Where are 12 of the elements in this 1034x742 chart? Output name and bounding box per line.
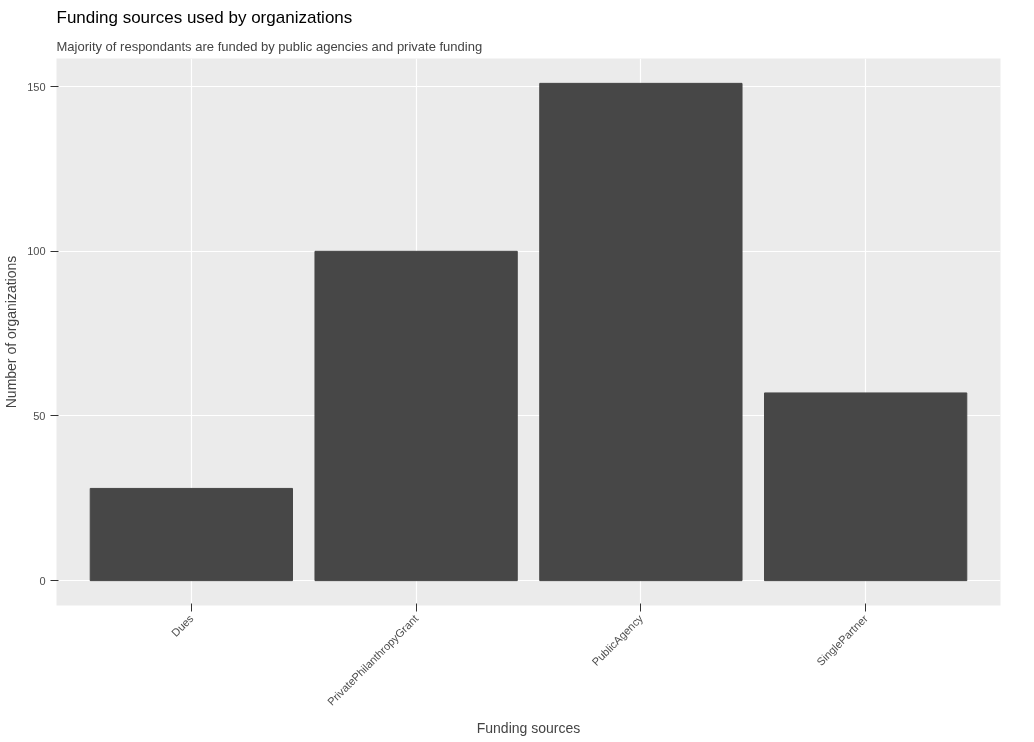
y-tick-label: 50 — [33, 409, 46, 422]
y-tick-label: 0 — [39, 574, 46, 587]
y-axis-title: Number of organizations — [3, 255, 20, 409]
chart-subtitle: Majority of respondants are funded by public agencies and private funding — [56, 38, 483, 54]
bar — [314, 250, 518, 582]
bar — [539, 82, 743, 582]
y-tick-label: 150 — [27, 80, 46, 93]
y-tick-label: 100 — [27, 245, 46, 258]
chart-title: Funding sources used by organizations — [56, 7, 353, 27]
bar — [89, 487, 293, 582]
x-axis-title: Funding sources — [476, 719, 581, 736]
bar — [764, 392, 968, 582]
